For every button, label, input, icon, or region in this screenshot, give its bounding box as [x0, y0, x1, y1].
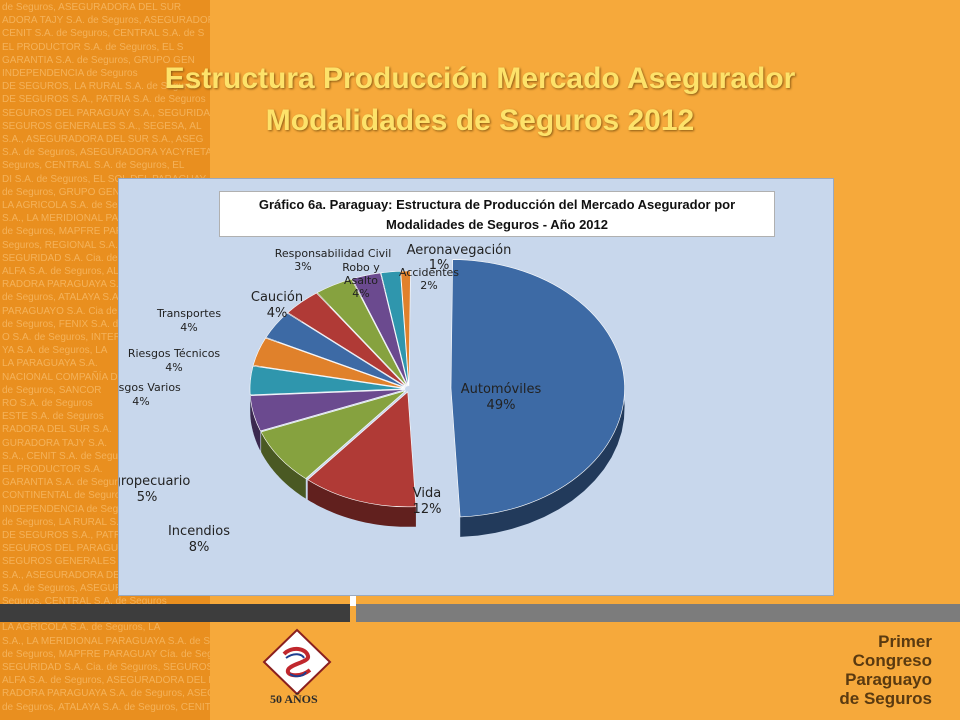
- congress-line1: Primer: [878, 632, 932, 651]
- pie-slice: [249, 389, 406, 432]
- watermark-line: ALFA S.A. de Seguros, ALIANZA: [2, 266, 149, 277]
- pie-slice: [252, 337, 406, 389]
- watermark-line: DE SEGUROS S.A., PATRIA S.A. de Seguros: [2, 94, 206, 106]
- chart-title-line1: Gráfico 6a. Paraguay: Estructura de Prod…: [258, 197, 736, 212]
- watermark-line: CENIT S.A. de Seguros, CENTRAL S.A. de S: [2, 28, 205, 40]
- watermark-line: SEGUROS DEL PARAGUAY S.A., SEGURIDAD: [2, 107, 210, 119]
- slice-label: Aeronavegación 1%: [407, 243, 512, 273]
- pie-slice: [260, 390, 406, 479]
- logo-caption: 50 AÑOS: [270, 692, 318, 706]
- watermark-line: de Seguros, ATALAYA S.A. de Seguros, CEN…: [2, 701, 210, 713]
- watermark-line: RADORA DEL SUR S.A.: [2, 424, 112, 436]
- watermark-line: NACIONAL COMPAÑÍA DE: [2, 371, 125, 383]
- watermark-line: S.A., CENIT S.A. de Seguros: [2, 450, 132, 462]
- watermark-line: de Seguros, FENIX S.A. de: [2, 318, 124, 330]
- footer-bar-dark: [0, 604, 350, 622]
- watermark-line: Seguros, REGIONAL S.A.: [2, 239, 118, 251]
- slice-label: Automóviles 49%: [461, 382, 542, 413]
- watermark-line: PARAGUAYO S.A. Cia de Seguros: [2, 305, 158, 317]
- watermark-line: LA AGRICOLA S.A. de Seguros, LA: [2, 622, 161, 634]
- watermark-line: DI S.A. de Seguros, EL SOL DEL PARAGUAY: [2, 173, 207, 185]
- watermark-line: RADORA PARAGUAYA S.A. de Seguros, ASEGUR…: [2, 688, 210, 700]
- watermark-line: INDEPENDENCIA de Seguros: [2, 503, 138, 515]
- watermark-line: Seguros, CENTRAL S.A. de Seguros: [2, 596, 167, 607]
- slice-label: Transportes 4%: [156, 307, 221, 334]
- watermark-line: RADORA PARAGUAYA S.A.: [2, 279, 129, 291]
- watermark-line: EL PRODUCTOR S.A. de Seguros, EL S: [2, 41, 184, 53]
- congress-line4: de Seguros: [839, 689, 932, 708]
- watermark-line: de Seguros, SANCOR: [2, 384, 102, 396]
- watermark-line: RO S.A. de Seguros: [2, 398, 93, 409]
- pie-slice: [400, 270, 411, 387]
- watermark-line: SEGUROS GENERALES S.A., SEGESA, AL: [2, 120, 202, 132]
- watermark-line: de Seguros, ATALAYA S.A.: [2, 292, 122, 304]
- watermark-line: de Seguros, MAPFRE PARAGUAY: [2, 226, 158, 238]
- slice-label: Accidentes 2%: [399, 266, 459, 292]
- watermark-line: DE SEGUROS S.A., PATRIA S.A.: [2, 530, 152, 541]
- watermark-line: LA PARAGUAYA S.A.: [2, 358, 98, 370]
- watermark-line: de Seguros, MAPFRE PARAGUAY Cía. de Segu…: [2, 648, 210, 660]
- pie-slice: [307, 391, 417, 508]
- congress-logo: Primer Congreso Paraguayo de Seguros: [820, 632, 932, 708]
- watermark-line: S.A., ASEGURADORA DEL SUR: [2, 569, 149, 581]
- association-logo-icon: [262, 628, 332, 696]
- chart-title-line2: Modalidades de Seguros - Año 2012: [385, 217, 608, 232]
- pie-slice-side: [250, 395, 261, 451]
- pie-slice: [316, 278, 408, 387]
- watermark-line: ALFA S.A. de Seguros, ASEGURADORA DEL ES…: [2, 675, 210, 687]
- watermark-line: SEGURIDAD S.A. Cia. de Seguros, SEGUROS …: [2, 662, 210, 673]
- pie-slice: [380, 270, 409, 387]
- watermark-line: GARANTIA S.A. de Seguros, GRUPO GEN: [2, 54, 195, 66]
- slide-title: Estructura Producción Mercado Asegurador: [164, 62, 796, 95]
- footer-bar-marker: [350, 596, 356, 606]
- watermark-line: LA AGRICOLA S.A. de Seguros: [2, 200, 143, 211]
- pie-slice-side: [307, 479, 416, 527]
- watermark-line: GARANTIA S.A. de Seguros: [2, 477, 129, 489]
- congress-line2: Congreso: [852, 651, 932, 670]
- watermark-line: YA S.A. de Seguros, LA: [2, 345, 108, 357]
- pie-slice: [249, 365, 406, 396]
- pie-slice: [351, 272, 409, 387]
- watermark-line: S.A., LA MERIDIONAL PARAGUAYA S.A. de Se…: [2, 635, 210, 647]
- watermark-line: SEGURIDAD S.A. Cia. de Seguros: [2, 252, 158, 264]
- slice-label: Riesgos Técnicos 4%: [128, 347, 221, 374]
- slice-label: Robo y Asalto 4%: [342, 261, 380, 300]
- watermark-line: S.A., LA MERIDIONAL PARAGUAYA: [2, 213, 166, 225]
- pie-slice: [450, 259, 625, 518]
- watermark-line: SEGUROS DEL PARAGUAY S.A.: [2, 543, 153, 555]
- watermark-line: de Seguros, ASEGURADORA DEL SUR: [2, 2, 182, 13]
- watermark-line: S.A. de Seguros, ASEGURADORA: [2, 582, 158, 594]
- watermark-line: ESTE S.A. de Seguros: [2, 411, 104, 423]
- watermark-line: de Seguros, LA RURAL S.A.: [2, 516, 129, 528]
- pie-slice: [265, 312, 406, 388]
- watermark-line: O S.A. de Seguros, INTERCONTINENTAL: [2, 332, 191, 343]
- watermark-line: S.A. de Seguros, ASEGURADORA YACYRETA: [2, 147, 210, 159]
- watermark-line: S.A., ASEGURADORA DEL SUR S.A., ASEG: [2, 134, 204, 145]
- chart-title-box: Gráfico 6a. Paraguay: Estructura de Prod…: [219, 191, 775, 237]
- slice-label: Caución 4%: [251, 290, 303, 321]
- watermark-line: EL PRODUCTOR S.A.: [2, 464, 103, 475]
- watermark-line: DE SEGUROS, LA RURAL S.A. de Seguros: [2, 81, 198, 93]
- slice-label: Incendios 8%: [168, 524, 230, 555]
- watermark-line: Seguros, CENTRAL S.A. de Seguros, EL: [2, 160, 185, 172]
- slice-label: Responsabilidad Civil 3%: [275, 247, 392, 273]
- footer-bar-gray: [356, 604, 960, 622]
- watermark-line: CONTINENTAL de Seguros S.A.: [2, 490, 148, 502]
- slice-label: Vida 12%: [413, 486, 442, 517]
- pie-slice-side: [261, 432, 306, 499]
- pie-slice: [287, 292, 407, 388]
- watermark-line: de Seguros, GRUPO GENERAL: [2, 186, 146, 198]
- congress-line3: Paraguayo: [845, 670, 932, 689]
- slide-subtitle: Modalidades de Seguros 2012: [265, 104, 695, 137]
- watermark-line: ADORA TAJY S.A. de Seguros, ASEGURADORA: [2, 15, 210, 27]
- watermark-line: GURADORA TAJY S.A.: [2, 437, 108, 449]
- watermark-line: INDEPENDENCIA de Seguros: [2, 68, 138, 79]
- watermark-line: SEGUROS GENERALES S.A.: [2, 556, 138, 568]
- slice-label: Agropecuario5%: [119, 474, 190, 505]
- chart-frame: Gráfico 6a. Paraguay: Estructura de Prod…: [118, 178, 834, 596]
